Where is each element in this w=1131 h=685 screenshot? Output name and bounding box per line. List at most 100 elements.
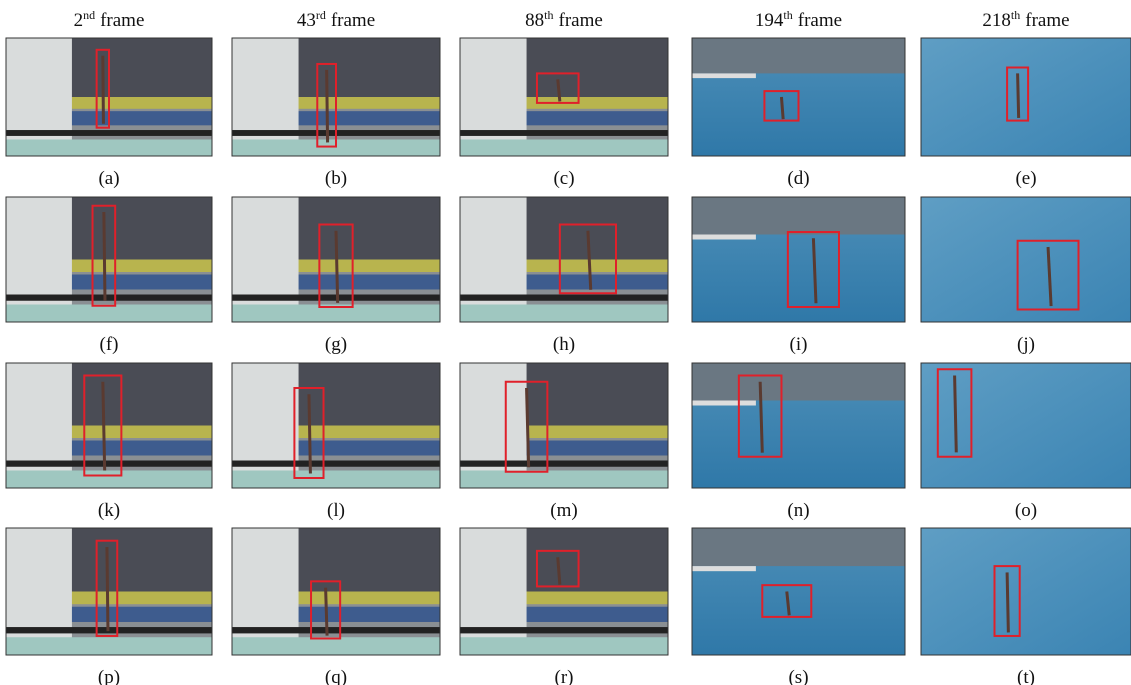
- frame-image: [232, 38, 440, 156]
- frame-image: [921, 528, 1131, 655]
- frame-image: [232, 197, 440, 322]
- blue-band: [522, 607, 668, 622]
- ordinal-suffix: th: [544, 8, 553, 22]
- diver: [107, 547, 108, 631]
- crowd: [522, 38, 668, 103]
- subfigure-caption: (s): [788, 667, 808, 685]
- subfigure-caption: (o): [1015, 500, 1037, 521]
- pool-edge: [460, 471, 668, 489]
- frame-word: frame: [559, 10, 603, 31]
- pool-edge: [6, 139, 212, 156]
- crowd: [522, 197, 668, 266]
- crowd: [68, 528, 212, 598]
- diver: [336, 231, 338, 303]
- diver: [760, 382, 762, 453]
- frame-word: frame: [1025, 10, 1069, 31]
- pool-edge: [232, 637, 440, 655]
- subfigure-caption: (p): [98, 667, 120, 685]
- subfigure-caption: (g): [325, 334, 347, 355]
- crowd: [294, 38, 440, 103]
- pool-edge: [6, 637, 212, 655]
- board: [460, 130, 668, 136]
- subfigure-caption: (m): [550, 500, 577, 521]
- diver: [527, 388, 529, 467]
- pool-edge: [6, 305, 212, 323]
- subfigure-caption: (d): [787, 168, 809, 189]
- board: [692, 401, 756, 406]
- blue-band: [522, 441, 668, 456]
- stands: [692, 38, 905, 73]
- pool-edge: [460, 637, 668, 655]
- subfigure-caption: (j): [1017, 334, 1035, 355]
- frame-number: 218: [982, 10, 1011, 31]
- subfigure-caption: (e): [1015, 168, 1036, 189]
- subfigure-caption: (b): [325, 168, 347, 189]
- blue-band: [294, 275, 440, 290]
- crowd: [68, 38, 212, 103]
- tower: [460, 38, 527, 156]
- board: [232, 461, 440, 467]
- diver: [1018, 73, 1019, 118]
- subfigure-caption: (l): [327, 500, 345, 521]
- yellow-band: [522, 260, 668, 273]
- subfigure-caption: (t): [1017, 667, 1035, 685]
- board: [460, 627, 668, 633]
- yellow-band: [522, 426, 668, 439]
- board: [6, 295, 212, 301]
- tower: [232, 363, 299, 488]
- diver: [326, 588, 327, 636]
- frame-image: [692, 528, 905, 655]
- frame-image: [921, 38, 1131, 156]
- stands: [692, 528, 905, 566]
- subfigure-caption: (k): [98, 500, 120, 521]
- subfigure-caption: (i): [790, 334, 808, 355]
- board: [460, 295, 668, 301]
- frame-word: frame: [798, 10, 842, 31]
- column-header: 43rdframe: [297, 8, 375, 31]
- board: [460, 461, 668, 467]
- subfigure-caption: (n): [787, 500, 809, 521]
- scene-bg: [921, 528, 1131, 655]
- scene-bg: [921, 363, 1131, 488]
- tower: [6, 528, 72, 655]
- subfigure-caption: (r): [555, 667, 574, 685]
- pool-edge: [6, 471, 212, 489]
- yellow-band: [294, 592, 440, 605]
- tower: [232, 528, 299, 655]
- yellow-band: [68, 426, 212, 439]
- blue-band: [294, 441, 440, 456]
- frame-word: frame: [331, 10, 375, 31]
- frame-image: [460, 38, 668, 156]
- ordinal-suffix: th: [1011, 8, 1020, 22]
- frame-image: [6, 197, 212, 322]
- pool-edge: [460, 139, 668, 156]
- pool-edge: [232, 471, 440, 489]
- diver: [309, 394, 310, 473]
- frame-number: 194: [755, 10, 784, 31]
- crowd: [294, 528, 440, 598]
- figure: 2ndframe43rdframe88thframe194thframe218t…: [0, 0, 1131, 685]
- frame-image: [460, 363, 668, 488]
- yellow-band: [68, 260, 212, 273]
- stands: [692, 363, 905, 401]
- ordinal-suffix: nd: [83, 8, 95, 22]
- ordinal-suffix: rd: [316, 8, 326, 22]
- yellow-band: [522, 592, 668, 605]
- diver: [558, 79, 560, 101]
- tower: [6, 38, 72, 156]
- subfigure-caption: (q): [325, 667, 347, 685]
- column-header: 2ndframe: [74, 8, 145, 31]
- yellow-band: [294, 97, 440, 109]
- tower: [232, 38, 299, 156]
- tower: [460, 197, 527, 322]
- blue-band: [68, 111, 212, 125]
- subfigure-caption: (h): [553, 334, 575, 355]
- tower: [460, 528, 527, 655]
- crowd: [522, 363, 668, 432]
- board: [232, 627, 440, 633]
- subfigure-caption: (f): [100, 334, 119, 355]
- crowd: [294, 363, 440, 432]
- frame-image: [921, 363, 1131, 488]
